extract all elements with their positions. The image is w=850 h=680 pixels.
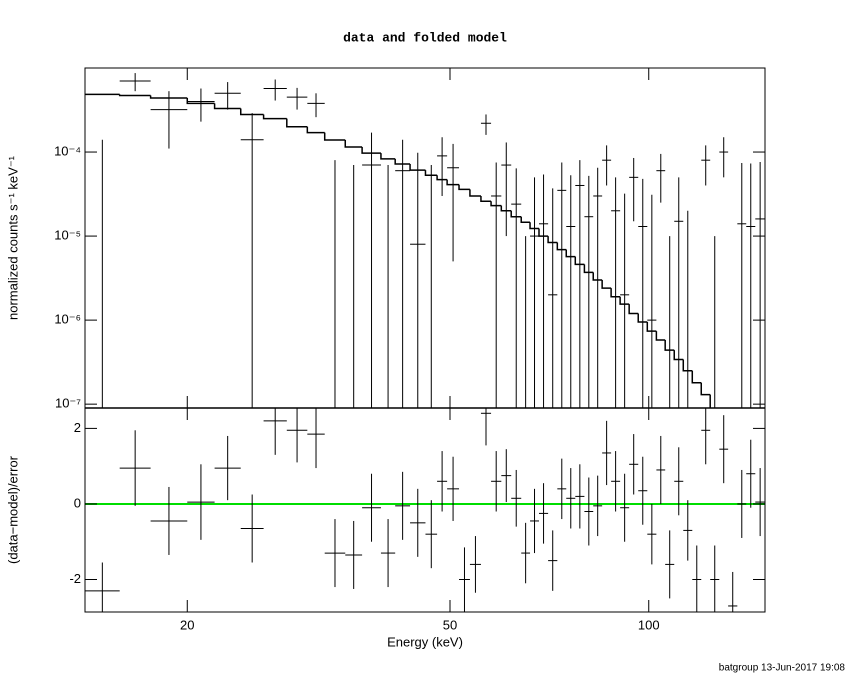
model-step xyxy=(700,382,711,396)
model-step xyxy=(286,118,308,128)
model-step xyxy=(306,126,325,134)
model-step xyxy=(737,433,746,442)
model-step xyxy=(691,370,702,384)
y-tick-label: -2 xyxy=(69,571,81,586)
model-step xyxy=(500,205,512,212)
model-step xyxy=(239,108,264,116)
model-step xyxy=(409,164,426,171)
model-step xyxy=(538,228,549,237)
model-step xyxy=(664,339,675,351)
model-step xyxy=(709,394,711,408)
model-step xyxy=(323,132,346,141)
model-step xyxy=(592,272,603,281)
model-step xyxy=(149,95,188,99)
model-step xyxy=(213,103,241,110)
axes: 10⁻⁷ 10⁻⁶ 10⁻⁵ 10⁻⁴ -2 0 2 20 50 100 xyxy=(54,67,766,632)
model-step xyxy=(628,304,639,315)
lower-plot xyxy=(85,408,765,612)
model-step xyxy=(574,256,585,266)
x-tick-label: 100 xyxy=(638,617,660,632)
model-step xyxy=(520,216,531,224)
y-tick-label: 10⁻⁵ xyxy=(54,228,81,243)
model-step xyxy=(655,331,666,341)
model-step xyxy=(755,455,765,463)
model-step xyxy=(583,264,594,274)
model-step xyxy=(601,280,612,289)
model-step xyxy=(610,288,621,298)
model-step xyxy=(673,350,684,361)
x-axis-label: Energy (keV) xyxy=(387,634,463,649)
model-step xyxy=(556,242,567,251)
model-step xyxy=(510,210,522,218)
model-step xyxy=(186,97,215,105)
x-tick-label: 20 xyxy=(180,617,194,632)
y-tick-label: 0 xyxy=(74,495,81,510)
y-axis-label: (data−model)/error xyxy=(5,455,20,564)
model-step xyxy=(118,94,151,97)
model-step xyxy=(394,158,411,165)
model-step xyxy=(728,423,737,433)
model-step xyxy=(424,170,438,176)
model-step xyxy=(646,321,657,332)
frame xyxy=(84,67,766,613)
model-step xyxy=(344,140,363,148)
model-step xyxy=(380,153,396,160)
y-tick-label: 10⁻⁶ xyxy=(54,312,81,327)
model-step xyxy=(469,189,481,197)
footer: batgroup 13-Jun-2017 19:08 xyxy=(719,663,846,674)
model-step xyxy=(436,175,448,181)
upper-plot xyxy=(85,73,765,463)
model-step xyxy=(637,313,648,323)
model-step xyxy=(446,179,460,186)
y-axis-label: normalized counts s⁻¹ keV⁻¹ xyxy=(5,155,20,320)
model-step xyxy=(361,146,381,154)
y-tick-label: 10⁻⁴ xyxy=(54,143,81,158)
y-tick-label: 10⁻⁷ xyxy=(55,396,81,411)
model-step xyxy=(458,184,470,191)
model-step xyxy=(262,114,287,120)
model-step xyxy=(682,359,693,372)
model-step xyxy=(565,249,576,258)
x-tick-label: 50 xyxy=(443,617,457,632)
chart-title: data and folded model xyxy=(343,30,507,45)
model-step xyxy=(480,195,492,202)
model-step xyxy=(529,222,540,230)
model-step xyxy=(490,201,502,207)
model-step xyxy=(547,236,558,244)
model-step xyxy=(619,296,630,305)
y-tick-label: 2 xyxy=(74,420,81,435)
